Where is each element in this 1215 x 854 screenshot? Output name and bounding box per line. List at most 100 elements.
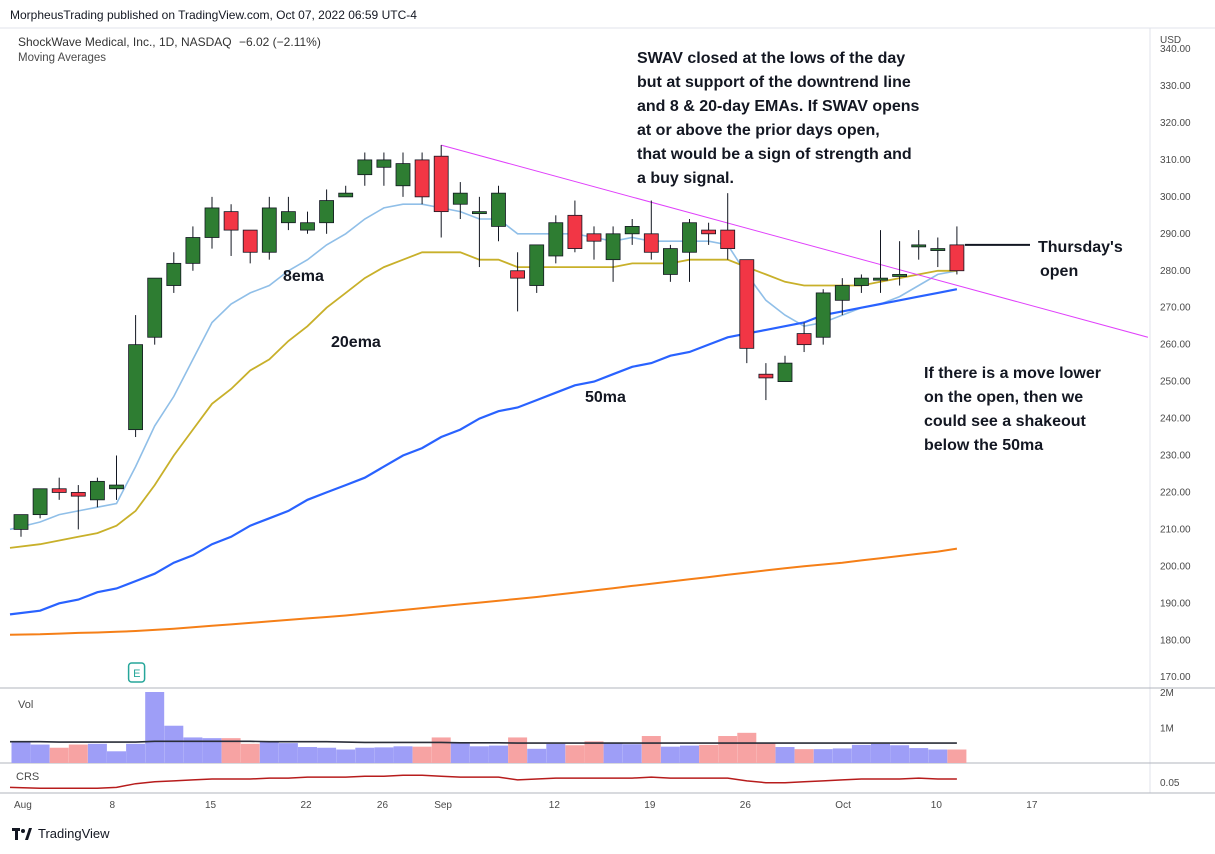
earnings-marker[interactable] — [127, 662, 146, 683]
crs-line — [9, 774, 957, 790]
candle[interactable] — [873, 277, 888, 281]
volume-bar — [775, 747, 795, 763]
candle[interactable] — [643, 233, 659, 253]
candle[interactable] — [280, 211, 296, 224]
lower-annotation-line: could see a shakeout — [924, 413, 1086, 430]
candle[interactable] — [433, 155, 449, 213]
candle[interactable] — [510, 270, 526, 279]
candle[interactable] — [32, 488, 48, 516]
candle[interactable] — [548, 222, 564, 257]
volume-bar — [947, 749, 967, 763]
date-tick-label: 10 — [931, 800, 943, 811]
candle[interactable] — [930, 248, 946, 251]
candle[interactable] — [739, 259, 755, 349]
candle[interactable] — [911, 244, 927, 248]
volume-bar — [183, 737, 203, 763]
volume-bar — [355, 747, 375, 763]
price-change: −6.02 (−2.11%) — [238, 35, 321, 49]
candle[interactable] — [395, 163, 411, 187]
lower-annotation-line: below the 50ma — [924, 437, 1044, 454]
date-tick-label: Aug — [14, 800, 32, 811]
candle[interactable] — [338, 192, 354, 198]
candle[interactable] — [261, 207, 277, 253]
main-annotation-line: but at support of the downtrend line — [637, 74, 911, 91]
volume-bar — [336, 749, 356, 763]
candle[interactable] — [70, 492, 86, 497]
volume-bar — [68, 744, 88, 763]
volume-bar — [756, 743, 776, 763]
price-tick-label: 290.00 — [1160, 229, 1191, 240]
candle[interactable] — [796, 333, 812, 346]
indicator-label[interactable]: Moving Averages — [18, 52, 107, 64]
symbol-name[interactable]: ShockWave Medical, Inc., 1D, NASDAQ — [18, 35, 232, 49]
candle[interactable] — [204, 207, 220, 238]
downtrend-line[interactable] — [441, 144, 1149, 338]
candle[interactable] — [586, 233, 602, 242]
volume-bar — [622, 744, 642, 763]
volume-bar — [259, 740, 279, 763]
price-tick-label: 260.00 — [1160, 340, 1191, 351]
candle[interactable] — [13, 514, 29, 530]
volume-bar — [49, 747, 69, 763]
candle[interactable] — [720, 229, 736, 249]
candle[interactable] — [892, 274, 907, 277]
candle[interactable] — [605, 233, 621, 261]
candle[interactable] — [471, 211, 487, 215]
candle[interactable] — [663, 248, 678, 275]
candle[interactable] — [223, 211, 239, 231]
candle[interactable] — [319, 200, 335, 224]
price-tick-label: 220.00 — [1160, 487, 1191, 498]
candle[interactable] — [834, 285, 850, 301]
volume-bar — [890, 745, 910, 763]
candle[interactable] — [815, 292, 831, 338]
volume-bar — [832, 748, 852, 763]
candle[interactable] — [300, 222, 315, 231]
volume-bar — [240, 743, 260, 763]
volume-bar — [450, 743, 470, 763]
candle[interactable] — [491, 192, 506, 227]
candle[interactable] — [166, 262, 182, 286]
volume-bar — [584, 741, 604, 763]
price-tick-label: 280.00 — [1160, 266, 1191, 277]
candle[interactable] — [128, 344, 144, 431]
candle[interactable] — [854, 277, 869, 286]
candle[interactable] — [90, 480, 105, 501]
volume-bar — [317, 747, 337, 763]
price-tick-label: 170.00 — [1160, 672, 1191, 683]
candle[interactable] — [567, 214, 583, 249]
volume-bar — [718, 736, 738, 763]
candle[interactable] — [414, 159, 430, 198]
candle[interactable] — [147, 277, 163, 338]
volume-bar — [565, 745, 585, 763]
volume-bar — [546, 743, 566, 763]
date-tick-label: 12 — [549, 800, 561, 811]
candle[interactable] — [701, 229, 716, 235]
candle[interactable] — [185, 237, 201, 264]
candle[interactable] — [109, 484, 124, 490]
volume-bar — [928, 749, 948, 763]
candle[interactable] — [242, 229, 258, 253]
candle[interactable] — [949, 244, 965, 272]
volume-bar — [412, 746, 432, 763]
price-tick-label: 330.00 — [1160, 81, 1191, 92]
price-tick-label: 230.00 — [1160, 451, 1191, 462]
tradingview-footer[interactable]: TradingView — [12, 826, 110, 841]
candle[interactable] — [682, 222, 697, 253]
candle[interactable] — [624, 226, 640, 235]
candle[interactable] — [452, 192, 468, 205]
date-tick-label: 15 — [205, 800, 217, 811]
date-tick-label: 17 — [1026, 800, 1038, 811]
candle[interactable] — [51, 488, 67, 493]
main-annotation-line: SWAV closed at the lows of the day — [637, 50, 906, 67]
series-line-8ema — [9, 203, 958, 531]
candle[interactable] — [758, 373, 774, 379]
candle[interactable] — [357, 159, 373, 176]
tradingview-logo-icon — [12, 827, 32, 840]
lower-annotation-line: on the open, then we — [924, 389, 1084, 406]
date-tick-label: 22 — [301, 800, 313, 811]
candle[interactable] — [529, 244, 545, 286]
volume-bar — [660, 746, 680, 763]
candle[interactable] — [777, 362, 793, 383]
candle[interactable] — [376, 159, 392, 168]
